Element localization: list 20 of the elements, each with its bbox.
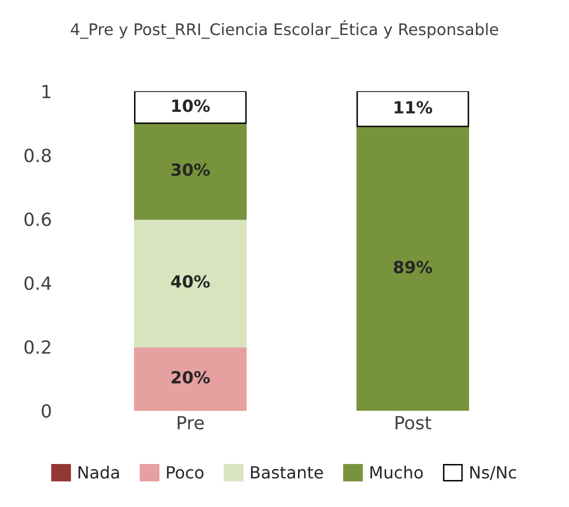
data-label: 89% <box>394 260 432 274</box>
chart-title: 4_Pre y Post_RRI_Ciencia Escolar_Ética y Responsable <box>70 20 498 39</box>
legend-label: Bastante <box>251 466 323 479</box>
legend-label: Nada <box>78 466 119 479</box>
data-label: 30% <box>172 163 210 176</box>
data-label: 11% <box>394 101 432 114</box>
data-label: 20% <box>172 370 210 384</box>
y-tick-label: 0.8 <box>24 148 51 162</box>
legend-label: Mucho <box>370 466 423 479</box>
y-tick-label: 1 <box>42 84 50 98</box>
x-tick-label: Pre <box>178 416 204 430</box>
data-label: 40% <box>171 275 210 288</box>
y-tick-label: 0.2 <box>24 340 50 354</box>
y-tick-label: 0.4 <box>24 276 52 290</box>
data-label: 10% <box>172 99 210 112</box>
x-tick-label: Post <box>396 416 432 430</box>
y-tick-label: 0.6 <box>24 212 51 226</box>
y-tick-label: 0 <box>42 404 51 418</box>
legend-label: Ns/Nc <box>470 466 516 480</box>
legend-label: Poco <box>167 466 204 479</box>
